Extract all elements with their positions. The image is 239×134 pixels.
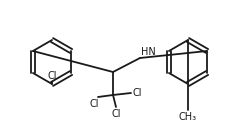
Text: Cl: Cl <box>111 109 121 119</box>
Text: Cl: Cl <box>89 99 99 109</box>
Text: Cl: Cl <box>133 88 142 98</box>
Text: CH₃: CH₃ <box>179 112 197 122</box>
Text: Cl: Cl <box>47 71 57 81</box>
Text: HN: HN <box>141 47 156 57</box>
